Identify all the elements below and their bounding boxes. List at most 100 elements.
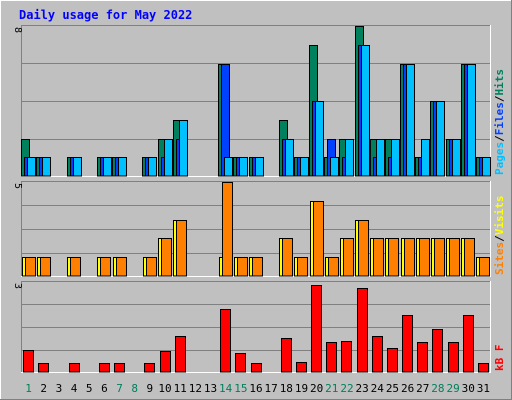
y-max-tick-label: 3 bbox=[12, 283, 23, 289]
side-legend-files: Files bbox=[493, 102, 506, 135]
bar-kb-f-day-28 bbox=[432, 329, 443, 373]
x-tick-label-day-27: 27 bbox=[416, 382, 429, 395]
panel-3: 3 kB F bbox=[12, 281, 506, 373]
bar-pages-day-10 bbox=[164, 139, 173, 177]
side-legend: Pages/Files/Hits bbox=[493, 69, 506, 175]
bar-kb-f-day-4 bbox=[69, 363, 80, 373]
side-legend-text: kB F bbox=[493, 345, 506, 372]
bar-sites-day-28 bbox=[434, 238, 445, 277]
x-tick-label-day-17: 17 bbox=[265, 382, 278, 395]
x-tick-label-day-29: 29 bbox=[446, 382, 459, 395]
x-tick-label-day-21: 21 bbox=[325, 382, 338, 395]
bar-pages-day-16 bbox=[255, 157, 264, 177]
bar-kb-f-day-20 bbox=[311, 285, 322, 373]
bar-sites-day-10 bbox=[161, 238, 172, 277]
x-tick-label-day-5: 5 bbox=[86, 382, 93, 395]
x-tick-label-day-1: 1 bbox=[25, 382, 32, 395]
x-tick-label-day-9: 9 bbox=[147, 382, 154, 395]
side-legend-pages: Pages bbox=[493, 142, 506, 175]
bar-pages-day-25 bbox=[391, 139, 400, 177]
bar-kb-f-day-6 bbox=[99, 363, 110, 373]
bar-sites-day-29 bbox=[449, 238, 460, 277]
bar-pages-day-23 bbox=[361, 45, 370, 177]
bar-sites-day-21 bbox=[328, 257, 339, 277]
x-tick-label-day-24: 24 bbox=[371, 382, 385, 395]
bar-kb-f-day-2 bbox=[38, 363, 49, 373]
bar-kb-f-day-30 bbox=[463, 315, 474, 373]
x-tick-label-day-23: 23 bbox=[356, 382, 369, 395]
bar-sites-day-11 bbox=[176, 220, 187, 277]
x-tick-label-day-3: 3 bbox=[56, 382, 63, 395]
bar-kb-f-day-7 bbox=[114, 363, 125, 373]
bar-sites-day-18 bbox=[282, 238, 293, 277]
bar-pages-day-31 bbox=[482, 157, 491, 177]
bar-pages-day-6 bbox=[103, 157, 112, 177]
side-legend-separator: / bbox=[493, 95, 506, 102]
x-tick-label-day-15: 15 bbox=[234, 382, 247, 395]
bar-pages-day-27 bbox=[421, 139, 430, 177]
bar-pages-day-24 bbox=[376, 139, 385, 177]
bar-pages-day-29 bbox=[452, 139, 461, 177]
chart-title: Daily usage for May 2022 bbox=[19, 8, 192, 22]
bar-pages-day-7 bbox=[118, 157, 127, 177]
side-legend: Sites/Visits bbox=[493, 196, 506, 276]
bar-pages-day-11 bbox=[179, 120, 188, 177]
x-tick-label-day-4: 4 bbox=[71, 382, 78, 395]
bar-sites-day-25 bbox=[388, 238, 399, 277]
bar-pages-day-28 bbox=[436, 101, 445, 177]
bar-kb-f-day-15 bbox=[235, 353, 246, 373]
bar-kb-f-day-21 bbox=[326, 342, 337, 373]
bar-pages-day-1 bbox=[27, 157, 36, 177]
side-legend-separator: / bbox=[493, 235, 506, 242]
bar-sites-day-16 bbox=[252, 257, 263, 277]
bar-pages-day-20 bbox=[315, 101, 324, 177]
x-tick-label-day-12: 12 bbox=[189, 382, 202, 395]
bar-sites-day-19 bbox=[297, 257, 308, 277]
x-tick-label-day-13: 13 bbox=[204, 382, 217, 395]
bar-pages-day-4 bbox=[73, 157, 82, 177]
side-legend-text: Sites/Visits bbox=[493, 196, 506, 276]
x-axis-day-labels: 1 2 3 4 5 6 7 8 9 10 11 12 13 14 15 16 17 18 19 20 21 22 23 24 2… bbox=[25, 382, 490, 395]
bar-sites-day-27 bbox=[419, 238, 430, 277]
bar-kb-f-day-1 bbox=[23, 350, 34, 373]
bar-sites-day-22 bbox=[343, 238, 354, 277]
bar-sites-day-6 bbox=[100, 257, 111, 277]
side-legend-text: Pages/Files/Hits bbox=[493, 69, 506, 175]
bar-sites-day-31 bbox=[479, 257, 490, 277]
bar-kb-f-day-19 bbox=[296, 362, 307, 373]
bar-pages-day-2 bbox=[42, 157, 51, 177]
bar-sites-day-2 bbox=[40, 257, 51, 277]
bar-sites-day-9 bbox=[146, 257, 157, 277]
bar-kb-f-day-29 bbox=[448, 342, 459, 373]
x-tick-label-day-28: 28 bbox=[431, 382, 444, 395]
bar-kb-f-day-27 bbox=[417, 342, 428, 373]
bar-kb-f-day-31 bbox=[478, 363, 489, 373]
bar-kb-f-day-11 bbox=[175, 336, 186, 373]
bar-kb-f-day-22 bbox=[341, 341, 352, 373]
x-tick-label-day-19: 19 bbox=[295, 382, 308, 395]
y-max-tick-label: 8 bbox=[12, 27, 23, 33]
bar-sites-day-14 bbox=[222, 182, 233, 277]
bar-kb-f-day-10 bbox=[160, 351, 171, 373]
bar-kb-f-day-26 bbox=[402, 315, 413, 373]
side-legend-hits: Hits bbox=[493, 69, 506, 96]
x-tick-label-day-8: 8 bbox=[131, 382, 138, 395]
bar-sites-day-4 bbox=[70, 257, 81, 277]
bar-sites-day-15 bbox=[237, 257, 248, 277]
bar-pages-day-26 bbox=[406, 64, 415, 177]
panel-2: 5 Sites/Visits bbox=[12, 181, 506, 277]
x-tick-label-day-16: 16 bbox=[249, 382, 262, 395]
x-tick-label-day-11: 11 bbox=[174, 382, 187, 395]
bar-sites-day-23 bbox=[358, 220, 369, 277]
x-tick-label-day-7: 7 bbox=[116, 382, 123, 395]
bar-kb-f-day-14 bbox=[220, 309, 231, 373]
x-tick-label-day-30: 30 bbox=[462, 382, 475, 395]
bar-pages-day-21 bbox=[330, 157, 339, 177]
x-tick-label-day-14: 14 bbox=[219, 382, 233, 395]
side-legend-separator: / bbox=[493, 135, 506, 142]
bar-kb-f-day-16 bbox=[251, 363, 262, 373]
x-tick-label-day-22: 22 bbox=[340, 382, 353, 395]
side-legend-kb-f: kB F bbox=[493, 345, 506, 372]
